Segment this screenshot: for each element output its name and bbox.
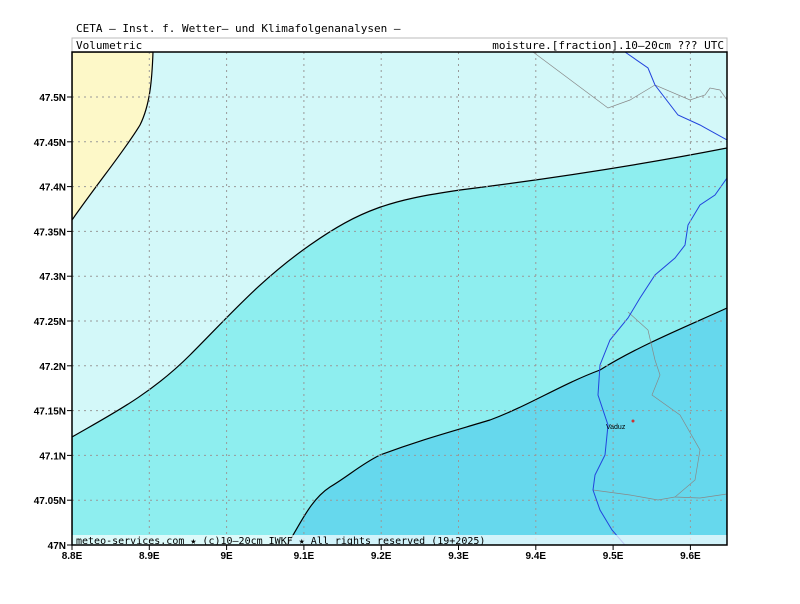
x-tick-label: 9.6E: [680, 551, 701, 562]
footer: meteo-services.com ★ (c)10–20cm IWKF ★ A…: [76, 536, 485, 547]
y-tick-label: 47.05N: [34, 496, 66, 507]
x-tick-label: 9E: [220, 551, 233, 562]
y-tick-label: 47.4N: [39, 183, 66, 194]
x-tick-label: 8.9E: [139, 551, 160, 562]
region-wet: [286, 307, 727, 545]
x-tick-label: 9.4E: [526, 551, 547, 562]
y-tick-label: 47.25N: [34, 317, 66, 328]
grid: [72, 52, 727, 545]
x-tick-label: 9.2E: [371, 551, 392, 562]
city-label: Vaduz: [606, 424, 626, 431]
frame: [71, 51, 728, 546]
subtitle-left: Volumetric: [76, 39, 142, 52]
y-tick-label: 47.35N: [34, 227, 66, 238]
x-tick-label: 9.1E: [294, 551, 315, 562]
y-tick-label: 47.5N: [39, 93, 66, 104]
y-tick-label: 47.3N: [39, 272, 66, 283]
footer-box: [72, 535, 727, 545]
x-tick-label: 8.8E: [62, 551, 83, 562]
y-tick-label: 47.2N: [39, 362, 66, 373]
title: CETA – Inst. f. Wetter– und Klimafolgena…: [76, 22, 401, 35]
region-dry: [72, 52, 154, 222]
subtitle-right: moisture.[fraction].10–20cm ??? UTC: [492, 39, 724, 52]
rivers: [592, 52, 727, 545]
map-area: Vaduz meteo-services.com ★ (c)10–20cm IW…: [72, 52, 727, 547]
x-tick-label: 9.5E: [603, 551, 624, 562]
y-tick-label: 47N: [48, 541, 66, 552]
y-tick-label: 47.15N: [34, 407, 66, 418]
y-tick-label: 47.45N: [34, 138, 66, 149]
x-tick-label: 9.3E: [448, 551, 469, 562]
y-tick-label: 47.1N: [39, 451, 66, 462]
axes: 8.8E 8.9E 9E 9.1E 9.2E 9.3E 9.4E 9.5E 9.6E 47N 47.…: [34, 93, 701, 562]
city-dot: [631, 419, 635, 423]
